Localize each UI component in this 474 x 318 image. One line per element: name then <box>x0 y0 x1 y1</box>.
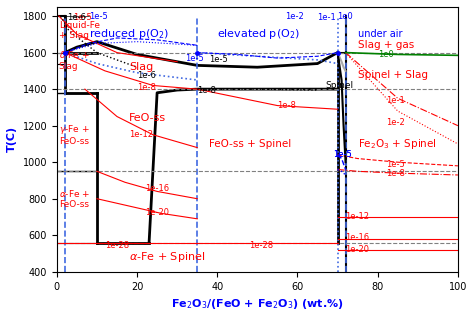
Text: 1e-5: 1e-5 <box>386 160 404 169</box>
Text: 1e-5: 1e-5 <box>73 13 91 22</box>
Text: 1e-5: 1e-5 <box>89 11 108 21</box>
Text: 1e-5: 1e-5 <box>185 54 204 63</box>
Text: 1e0: 1e0 <box>337 11 353 21</box>
Text: 1e-5: 1e-5 <box>334 150 352 159</box>
Text: 1e0: 1e0 <box>378 50 393 59</box>
Text: Spinel: Spinel <box>326 81 354 90</box>
Text: 1e-5: 1e-5 <box>334 150 352 159</box>
Text: 1e-8: 1e-8 <box>137 83 156 92</box>
Text: 1e-8: 1e-8 <box>197 86 216 94</box>
Text: 1e-20: 1e-20 <box>346 245 370 254</box>
Text: FeO-ss: FeO-ss <box>129 113 166 123</box>
Text: 1e-28: 1e-28 <box>249 241 273 250</box>
Text: 1e-16: 1e-16 <box>145 184 169 193</box>
Text: Slag + gas: Slag + gas <box>357 40 414 50</box>
Text: 1e-2: 1e-2 <box>386 118 404 127</box>
Text: FeO-ss + Spinel: FeO-ss + Spinel <box>209 139 292 149</box>
Text: 1e-2: 1e-2 <box>285 11 304 21</box>
Text: $\delta$-Fe +
Slag: $\delta$-Fe + Slag <box>59 49 90 71</box>
Text: Liquid-Fe
+ Slag: Liquid-Fe + Slag <box>59 21 100 40</box>
Text: 1e-12: 1e-12 <box>129 130 153 139</box>
Text: Slag: Slag <box>129 62 153 72</box>
Text: 1e-6: 1e-6 <box>67 13 86 22</box>
Text: 1e-1: 1e-1 <box>318 13 336 22</box>
Text: 1e-8: 1e-8 <box>386 169 405 178</box>
Text: 1e-12: 1e-12 <box>346 211 370 221</box>
Text: 1e-6: 1e-6 <box>137 71 156 80</box>
Text: 1e-16: 1e-16 <box>346 232 370 242</box>
Text: $\alpha$-Fe +
FeO-ss: $\alpha$-Fe + FeO-ss <box>59 188 90 210</box>
Text: 1e-20: 1e-20 <box>145 208 169 217</box>
Text: under air: under air <box>357 29 402 39</box>
Text: $\gamma$-Fe +
FeO-ss: $\gamma$-Fe + FeO-ss <box>59 123 90 147</box>
Text: $\alpha$-Fe + Spinel: $\alpha$-Fe + Spinel <box>129 250 205 264</box>
Text: 1e-5: 1e-5 <box>209 55 228 65</box>
Text: Spinel + Slag: Spinel + Slag <box>357 70 428 80</box>
X-axis label: Fe$_2$O$_3$/(FeO + Fe$_2$O$_3$) (wt.%): Fe$_2$O$_3$/(FeO + Fe$_2$O$_3$) (wt.%) <box>171 297 344 311</box>
Text: elevated p(O$_2$): elevated p(O$_2$) <box>217 27 300 41</box>
Text: 1e-8: 1e-8 <box>277 101 296 110</box>
Text: 1e-28: 1e-28 <box>105 241 129 250</box>
Text: 1e-1: 1e-1 <box>386 96 404 105</box>
Y-axis label: T(C): T(C) <box>7 126 17 152</box>
Text: reduced p(O$_2$): reduced p(O$_2$) <box>89 27 169 41</box>
Text: Fe$_2$O$_3$ + Spinel: Fe$_2$O$_3$ + Spinel <box>357 137 437 151</box>
